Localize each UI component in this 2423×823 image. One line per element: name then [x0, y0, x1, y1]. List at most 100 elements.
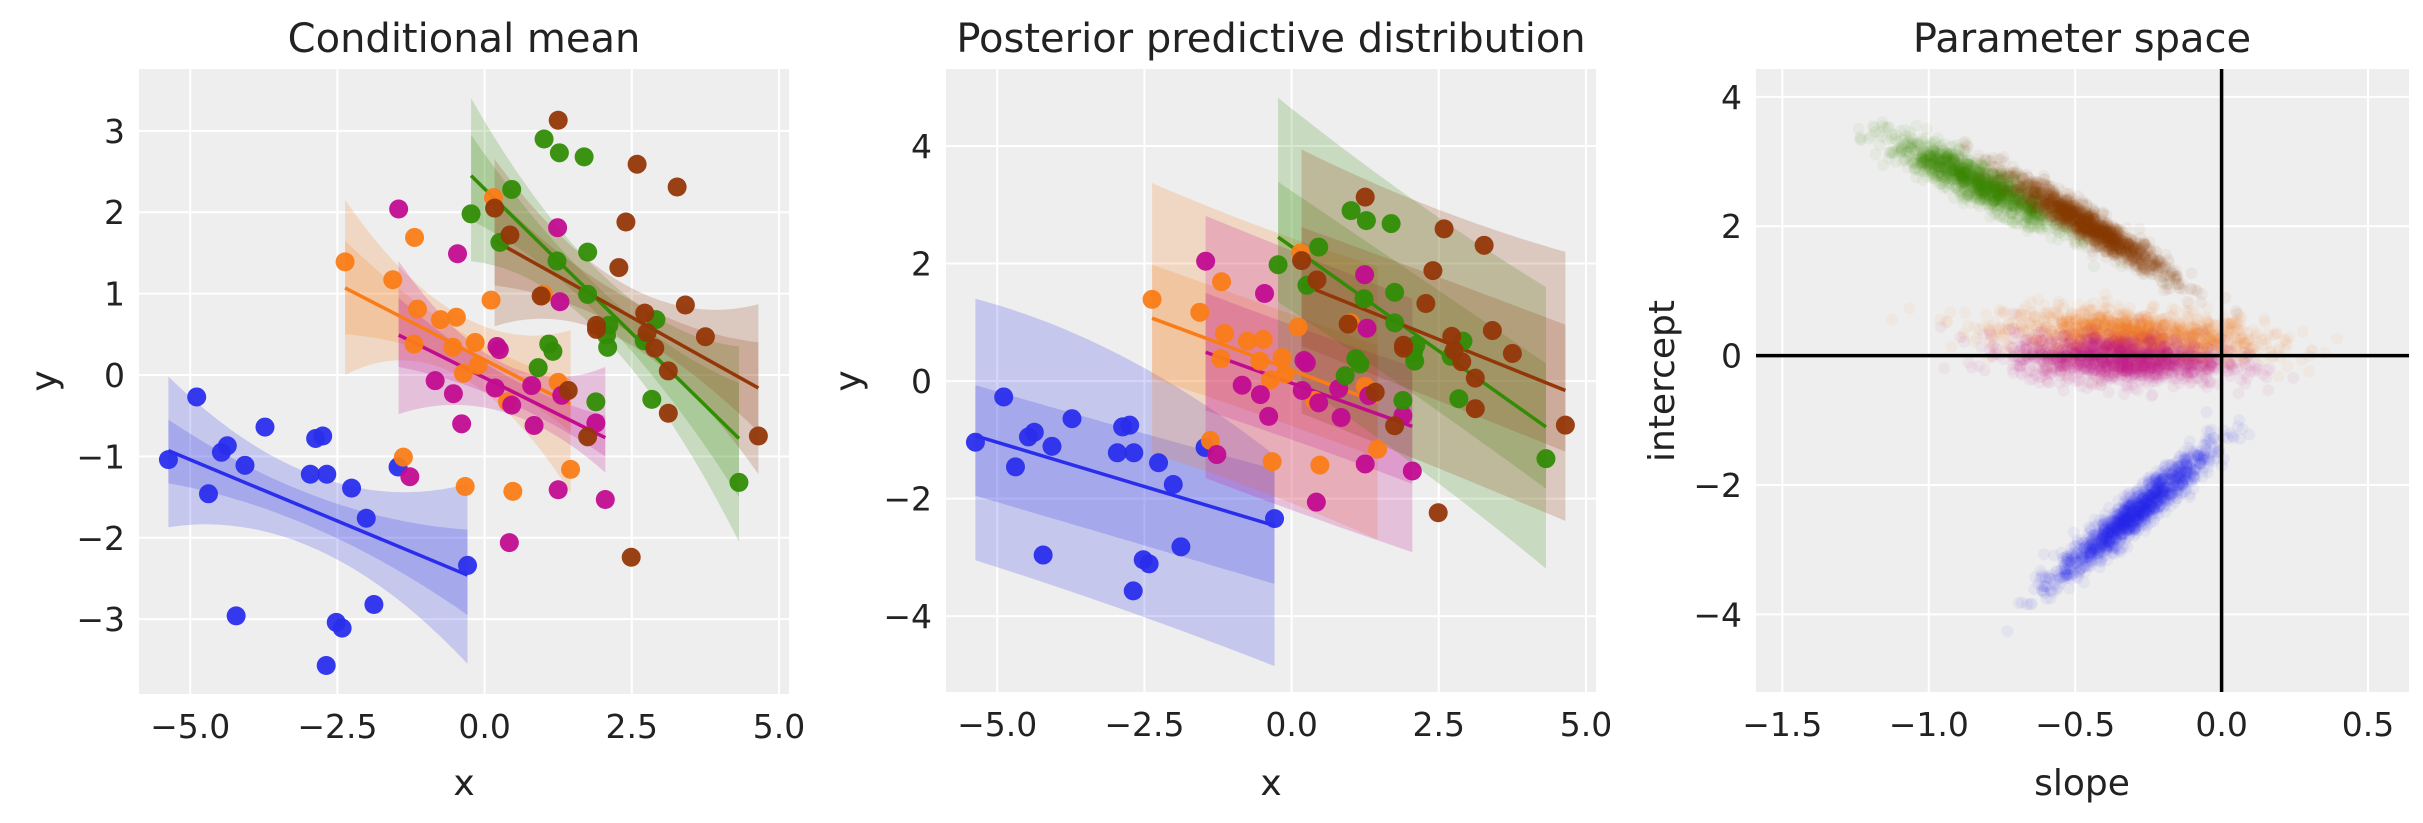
- data-point-orange: [1310, 455, 1330, 475]
- sample-point: [2197, 338, 2210, 351]
- data-point-green: [461, 204, 481, 224]
- sample-point: [2114, 307, 2127, 320]
- data-point-brown: [1365, 382, 1385, 402]
- sample-point: [2085, 329, 2098, 342]
- sample-point: [2025, 331, 2038, 344]
- sample-point: [2062, 331, 2074, 344]
- sample-point: [2010, 217, 2022, 230]
- data-point-brown: [667, 177, 687, 197]
- sample-point: [2187, 322, 2200, 335]
- sample-point: [2095, 328, 2108, 341]
- data-point-brown: [548, 110, 568, 130]
- sample-point: [2116, 338, 2129, 350]
- sample-point: [2221, 344, 2234, 357]
- sample-point: [2084, 318, 2097, 331]
- sample-point: [2136, 334, 2149, 347]
- sample-point: [2046, 331, 2059, 344]
- sample-point: [2066, 339, 2079, 351]
- sample-point: [2191, 372, 2204, 385]
- sample-point: [2145, 338, 2158, 351]
- sample-point: [2076, 319, 2089, 332]
- sample-point: [1936, 170, 1949, 183]
- data-point-magenta: [1355, 265, 1375, 285]
- sample-point: [2194, 320, 2206, 333]
- sample-point: [2255, 333, 2268, 346]
- sample-point: [2134, 320, 2147, 333]
- sample-point: [2089, 327, 2102, 340]
- sample-point: [1940, 316, 1953, 328]
- sample-point: [2110, 331, 2123, 344]
- sample-point: [2113, 332, 2126, 345]
- sample-point: [2097, 296, 2110, 309]
- sample-point: [2067, 341, 2080, 354]
- sample-point: [2190, 313, 2203, 326]
- sample-point: [2124, 322, 2137, 335]
- data-point-brown: [531, 286, 551, 306]
- data-point-blue: [1033, 545, 1053, 565]
- sample-point: [2181, 337, 2194, 350]
- sample-point: [2103, 314, 2116, 327]
- sample-point: [1945, 340, 1958, 353]
- y-tick-label: 3: [104, 112, 125, 151]
- sample-point: [2154, 342, 2167, 354]
- sample-point: [2143, 317, 2156, 330]
- sample-point: [2064, 321, 2077, 333]
- sample-point: [2090, 337, 2103, 350]
- sample-point: [1993, 326, 2006, 339]
- sample-point: [2169, 322, 2182, 334]
- sample-point: [2100, 339, 2113, 352]
- sample-point: [2129, 324, 2142, 337]
- sample-point: [2079, 327, 2092, 340]
- data-point-blue: [342, 478, 362, 498]
- data-point-magenta: [1232, 375, 1252, 395]
- sample-point: [2048, 325, 2061, 338]
- sample-point: [2005, 341, 2018, 354]
- sample-point: [2108, 330, 2121, 343]
- sample-point: [2193, 338, 2206, 351]
- sample-point: [2113, 336, 2126, 349]
- sample-point: [2249, 340, 2262, 353]
- data-point-brown: [645, 338, 665, 358]
- sample-point: [2105, 332, 2117, 345]
- sample-point: [2070, 319, 2083, 332]
- sample-point: [2158, 319, 2170, 332]
- sample-point: [2179, 304, 2192, 317]
- sample-point: [2087, 296, 2100, 309]
- data-point-green: [578, 242, 598, 262]
- sample-point: [2135, 344, 2148, 357]
- data-point-brown: [637, 323, 657, 343]
- sample-point: [2024, 316, 2037, 329]
- sample-point: [2200, 314, 2213, 327]
- sample-point: [1996, 323, 2008, 335]
- sample-point: [2105, 326, 2118, 339]
- sample-point: [2140, 310, 2153, 323]
- sample-point: [2115, 330, 2128, 342]
- sample-point: [2120, 342, 2133, 355]
- sample-point: [2139, 310, 2152, 323]
- y-tick-label: 4: [1721, 78, 1742, 117]
- sample-point: [2114, 340, 2127, 353]
- sample-point: [2177, 329, 2190, 342]
- sample-point: [2094, 311, 2107, 324]
- sample-point: [2073, 325, 2086, 338]
- sample-point: [2098, 342, 2111, 355]
- sample-point: [2119, 323, 2132, 336]
- sample-point: [2082, 330, 2095, 342]
- y-tick-label: −4: [883, 597, 932, 636]
- sample-point: [2085, 331, 2098, 344]
- sample-point: [2091, 318, 2104, 331]
- sample-point: [2120, 322, 2133, 335]
- sample-point: [2103, 315, 2116, 328]
- sample-point: [2055, 327, 2067, 340]
- sample-point: [2113, 322, 2126, 335]
- sample-point: [2075, 342, 2088, 355]
- sample-point: [2087, 260, 2100, 273]
- sample-point: [2099, 330, 2112, 343]
- sample-point: [2130, 328, 2143, 341]
- sample-point: [2002, 317, 2015, 330]
- sample-point: [2132, 319, 2145, 332]
- x-tick-label: 2.5: [606, 707, 658, 746]
- data-point-brown: [1465, 399, 1485, 419]
- sample-point: [2152, 332, 2165, 345]
